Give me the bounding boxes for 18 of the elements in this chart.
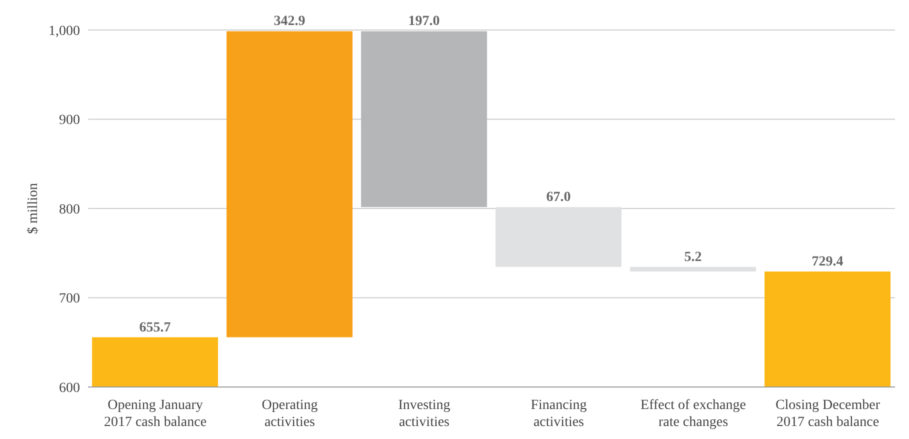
y-tick-label: 800 <box>59 202 80 218</box>
x-tick-label: Effect of exchange rate changes <box>640 398 746 430</box>
x-tick-label: Closing December 2017 cash balance <box>775 398 880 430</box>
data-label: 197.0 <box>408 14 440 30</box>
data-label: 655.7 <box>139 320 171 336</box>
data-label: 729.4 <box>812 254 844 270</box>
data-label: 67.0 <box>546 190 571 206</box>
x-tick-label: Financing activities <box>530 398 587 430</box>
y-axis-title: $ million <box>26 183 41 234</box>
y-tick-label: 700 <box>59 292 80 307</box>
x-tick-label: Investing activities <box>398 398 450 430</box>
data-label: 342.9 <box>274 14 306 30</box>
data-label: 5.2 <box>684 250 702 265</box>
x-tick-label: Operating activities <box>262 398 318 430</box>
y-tick-label: 1,000 <box>48 24 80 39</box>
y-tick-label: 900 <box>59 113 80 128</box>
y-tick-label: 600 <box>59 380 80 396</box>
x-tick-label: Opening January 2017 cash balance <box>104 398 207 430</box>
